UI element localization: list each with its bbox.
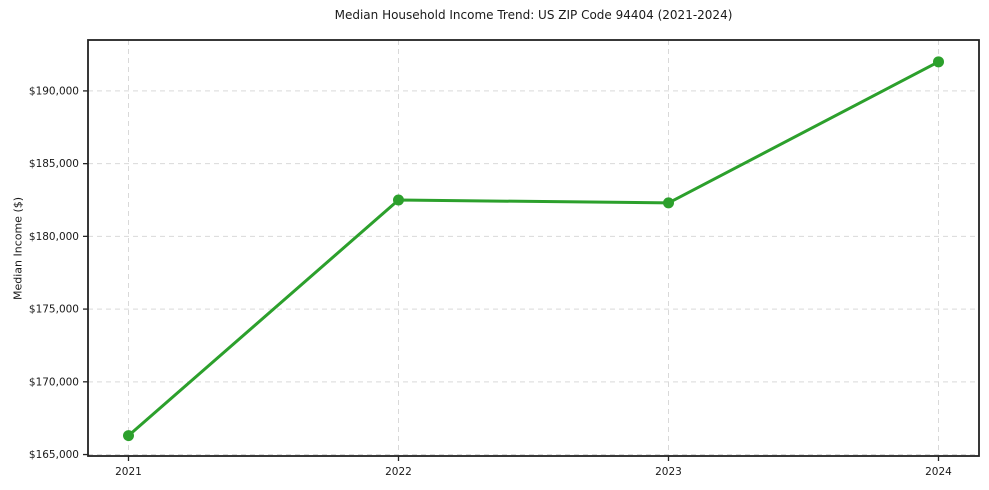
y-tick-label: $170,000 — [29, 376, 79, 388]
data-point-marker — [933, 56, 944, 68]
x-tick-label: 2021 — [115, 466, 142, 478]
axes-box — [87, 39, 980, 457]
data-point-marker — [393, 194, 404, 206]
x-tick-label: 2022 — [385, 466, 412, 478]
chart-title: Median Household Income Trend: US ZIP Co… — [334, 8, 733, 22]
y-tick-label: $175,000 — [29, 304, 79, 316]
y-tick-label: $190,000 — [29, 85, 79, 97]
y-tick-label: $165,000 — [29, 449, 79, 461]
data-point-marker — [663, 197, 674, 209]
x-tick-label: 2024 — [925, 466, 952, 478]
y-tick-label: $185,000 — [29, 158, 79, 170]
data-point-marker — [123, 430, 134, 442]
y-tick-label: $180,000 — [29, 231, 79, 243]
x-tick-label: 2023 — [655, 466, 682, 478]
trend-line — [127, 60, 940, 438]
